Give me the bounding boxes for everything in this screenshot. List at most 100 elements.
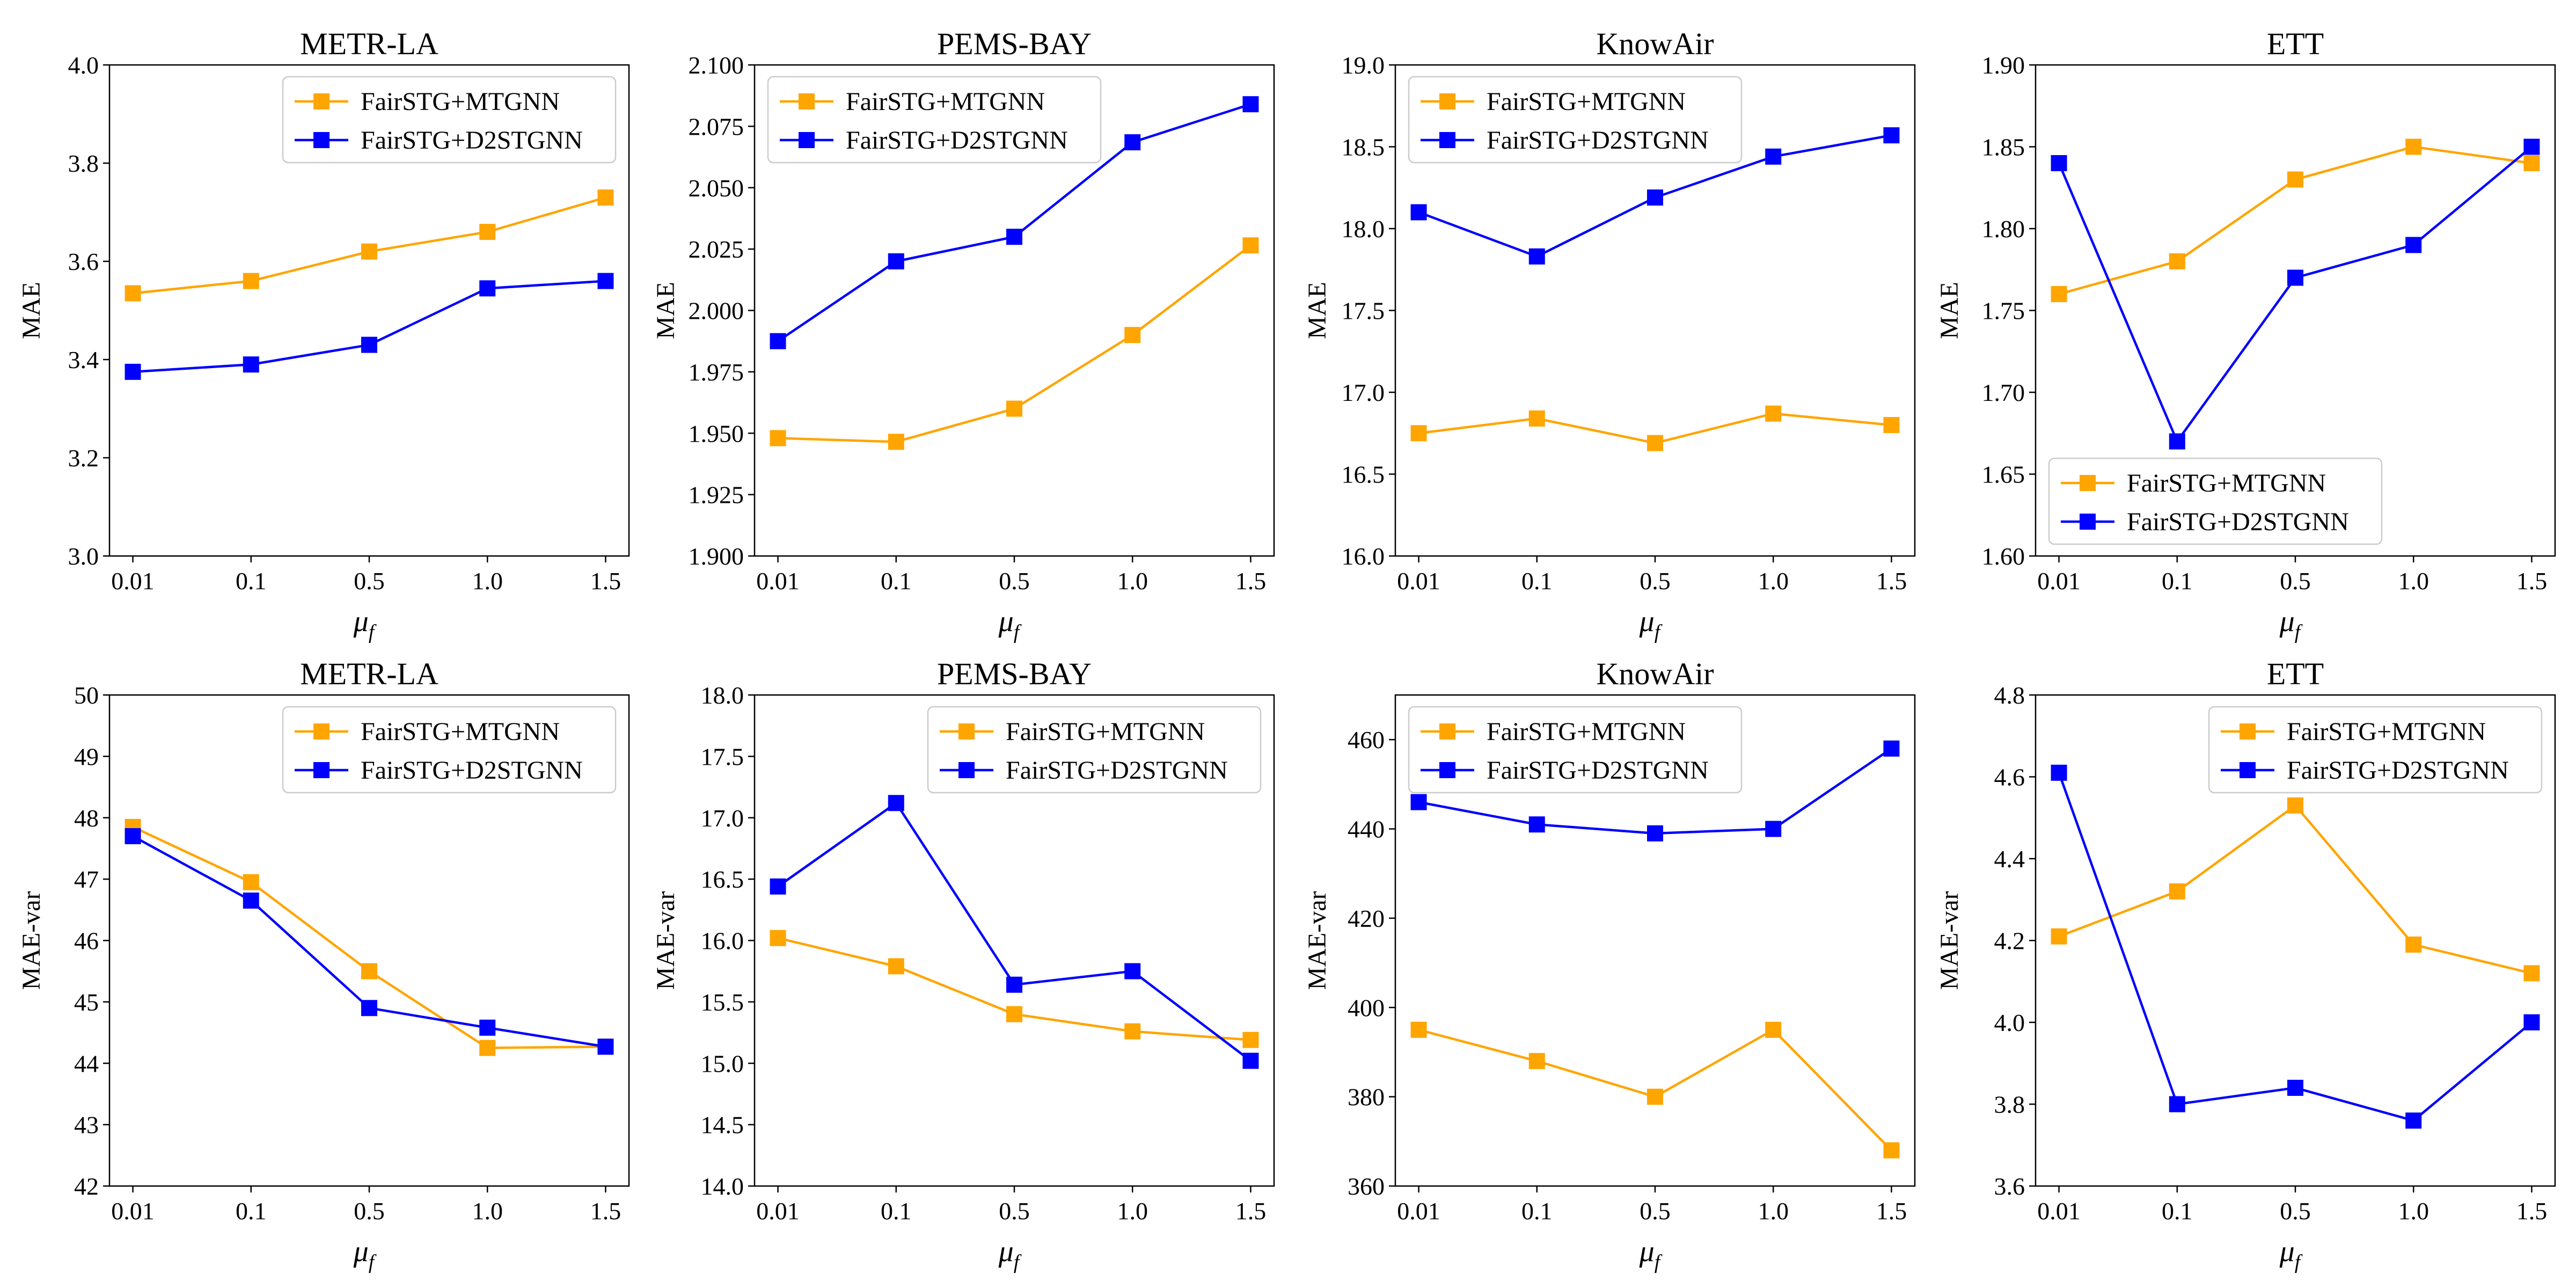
x-tick-label: 1.5: [2516, 1197, 2548, 1225]
legend-marker: [958, 723, 975, 740]
y-tick-label: 4.0: [1994, 1009, 2025, 1036]
series-line-d2stgnn: [2058, 145, 2533, 444]
y-tick-label: 46: [74, 927, 99, 955]
data-point-d2stgnn: [1242, 1052, 1259, 1069]
y-tick-label: 18.5: [1342, 134, 1385, 161]
data-point-d2stgnn: [1410, 794, 1427, 810]
x-axis-label-symbol: μ: [1639, 1235, 1655, 1268]
x-tick-label: 0.5: [999, 567, 1030, 595]
data-point-d2stgnn: [479, 1019, 496, 1036]
y-tick-label: 3.8: [68, 150, 99, 177]
y-tick-label: 48: [74, 804, 99, 832]
legend-box: [282, 706, 617, 794]
data-point-mtgnn: [597, 189, 614, 206]
y-tick-label: 1.950: [689, 420, 744, 447]
data-point-mtgnn: [1647, 1088, 1663, 1105]
legend: FairSTG+MTGNN FairSTG+D2STGNN: [282, 706, 617, 794]
series-line-mtgnn: [2058, 803, 2532, 975]
x-tick-label: 1.5: [1876, 1197, 1907, 1225]
data-point-d2stgnn: [1883, 127, 1900, 144]
y-tick-label: 3.0: [68, 543, 99, 570]
data-point-d2stgnn: [1647, 825, 1663, 841]
y-tick-label: 4.6: [1994, 764, 2025, 791]
data-point-d2stgnn: [1883, 740, 1900, 757]
data-point-d2stgnn: [2051, 764, 2067, 781]
data-point-d2stgnn: [888, 795, 904, 811]
x-axis-label-symbol: μ: [998, 605, 1014, 638]
y-tick-label: 42: [74, 1173, 99, 1200]
y-tick-label: 1.75: [1982, 297, 2025, 325]
x-tick-label: 0.5: [354, 567, 385, 595]
y-tick-label: 1.85: [1982, 134, 2025, 161]
data-point-mtgnn: [361, 243, 377, 260]
x-tick-label: 0.01: [1397, 567, 1440, 595]
x-tick-label: 1.5: [1235, 567, 1267, 595]
data-point-d2stgnn: [361, 1000, 377, 1016]
y-tick-label: 360: [1348, 1173, 1385, 1200]
legend-label: FairSTG+MTGNN: [2127, 469, 2326, 497]
x-axis-label: μf: [353, 605, 377, 643]
x-tick-label: 0.1: [881, 1197, 912, 1225]
y-tick-label: 4.0: [68, 52, 99, 79]
x-tick-label: 0.5: [354, 1197, 385, 1225]
x-axis-label-subscript: f: [2295, 1251, 2303, 1274]
data-point-mtgnn: [770, 930, 786, 946]
x-tick-label: 0.1: [236, 1197, 267, 1225]
legend: FairSTG+MTGNN FairSTG+D2STGNN: [1408, 706, 1743, 794]
y-axis-label: MAE-var: [1303, 891, 1331, 990]
chart-title: KnowAir: [1596, 26, 1714, 61]
y-tick-label: 17.0: [701, 804, 744, 832]
data-point-mtgnn: [479, 224, 496, 240]
legend-box: [1408, 706, 1743, 794]
data-point-d2stgnn: [597, 273, 614, 289]
legend-marker: [1439, 762, 1455, 778]
x-tick-label: 1.0: [1117, 567, 1148, 595]
legend-marker: [799, 132, 815, 148]
legend-label: FairSTG+MTGNN: [361, 718, 560, 746]
data-point-d2stgnn: [888, 253, 904, 269]
x-tick-label: 0.5: [2280, 1197, 2311, 1225]
y-tick-label: 17.0: [1342, 379, 1385, 406]
data-point-mtgnn: [243, 874, 259, 890]
y-tick-label: 2.075: [689, 113, 744, 140]
x-tick-label: 1.5: [2516, 567, 2548, 595]
legend: FairSTG+MTGNN FairSTG+D2STGNN: [282, 76, 617, 164]
y-tick-label: 1.90: [1982, 52, 2025, 79]
legend-marker: [799, 93, 815, 109]
series-line-d2stgnn: [133, 280, 606, 374]
data-point-mtgnn: [1242, 237, 1259, 254]
data-point-mtgnn: [1765, 405, 1782, 422]
data-point-d2stgnn: [479, 280, 496, 297]
x-axis-label-subscript: f: [1655, 621, 1663, 643]
data-point-d2stgnn: [125, 363, 141, 380]
data-point-mtgnn: [888, 434, 904, 450]
y-tick-label: 14.5: [701, 1111, 744, 1139]
legend-label: FairSTG+MTGNN: [1487, 87, 1686, 116]
legend-label: FairSTG+D2STGNN: [1006, 756, 1228, 785]
data-point-d2stgnn: [2169, 433, 2185, 450]
legend-box: [2208, 706, 2543, 794]
data-point-d2stgnn: [2523, 1014, 2540, 1030]
legend-label: FairSTG+MTGNN: [846, 87, 1045, 116]
data-point-mtgnn: [2287, 171, 2303, 188]
legend-label: FairSTG+MTGNN: [361, 87, 560, 116]
data-point-mtgnn: [1410, 425, 1427, 442]
data-point-d2stgnn: [770, 878, 786, 895]
data-point-mtgnn: [125, 285, 141, 302]
x-axis-label: μf: [1639, 605, 1663, 643]
data-point-mtgnn: [1410, 1021, 1427, 1038]
legend-marker: [1439, 93, 1455, 109]
x-axis-label-subscript: f: [369, 1251, 377, 1274]
chart-panel-2: PEMS-BAY 1.900 1.925 1.950 1.975 2.000 2.025 2.…: [652, 26, 1275, 643]
y-tick-label: 18.0: [701, 682, 744, 709]
legend-box: [767, 76, 1102, 164]
chart-panel-6: PEMS-BAY 14.0 14.5 15.0 15.5 16.0 16.5 17.0 17.5…: [652, 656, 1275, 1274]
y-tick-label: 3.4: [68, 346, 99, 374]
y-tick-label: 14.0: [701, 1173, 744, 1200]
x-tick-label: 0.1: [1521, 1197, 1553, 1225]
x-tick-label: 0.01: [1397, 1197, 1440, 1225]
x-tick-label: 1.5: [590, 567, 621, 595]
data-point-mtgnn: [888, 958, 904, 975]
y-tick-label: 50: [74, 682, 99, 709]
y-tick-label: 18.0: [1342, 215, 1385, 243]
